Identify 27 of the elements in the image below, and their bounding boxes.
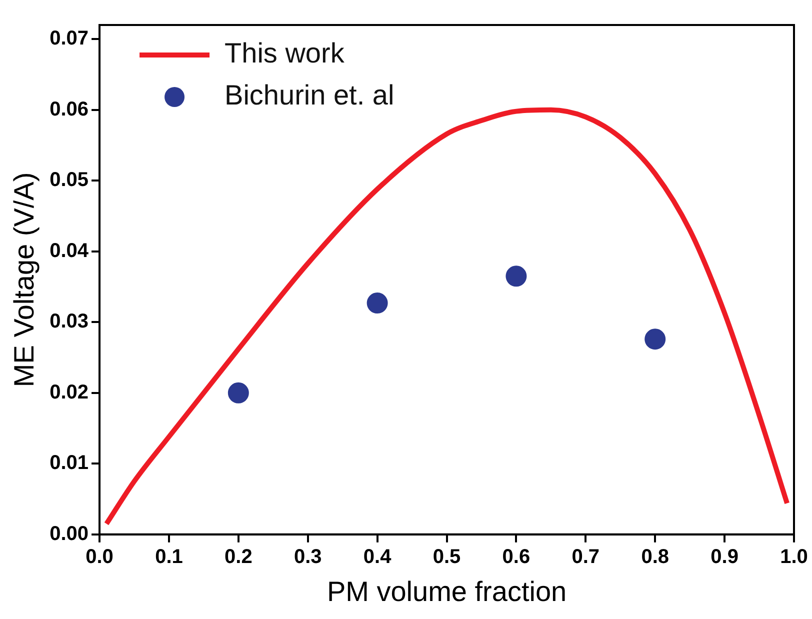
y-tick-label: 0.01 <box>50 452 89 474</box>
legend-label: This work <box>224 38 346 69</box>
x-tick-label: 0.2 <box>224 546 252 568</box>
y-tick-label: 0.06 <box>50 98 89 120</box>
y-tick-label: 0.03 <box>50 310 89 333</box>
x-axis-title: PM volume fraction <box>326 576 567 607</box>
x-tick-label: 0.8 <box>641 546 670 568</box>
y-tick-label: 0.02 <box>50 381 89 404</box>
point <box>366 292 388 314</box>
y-tick-label: 0.00 <box>50 522 89 545</box>
x-tick-label: 0.9 <box>710 546 738 568</box>
legend-label: Bichurin et. al <box>224 80 394 111</box>
y-axis-title: ME Voltage (V/A) <box>8 172 40 388</box>
y-tick-label: 0.05 <box>50 169 89 192</box>
x-tick-label: 1.0 <box>780 546 808 568</box>
x-tick-label: 0.0 <box>86 546 114 568</box>
x-tick-label: 0.5 <box>432 546 461 568</box>
point <box>644 328 666 350</box>
x-tick-label: 0.4 <box>363 546 392 568</box>
x-tick-label: 0.6 <box>502 546 530 568</box>
x-tick-label: 0.1 <box>155 546 183 568</box>
point <box>506 266 527 287</box>
y-tick-label: 0.04 <box>50 240 90 262</box>
x-tick-label: 0.3 <box>294 546 322 568</box>
point <box>228 382 249 404</box>
y-tick-label: 0.07 <box>50 28 89 50</box>
x-tick-label: 0.7 <box>572 546 600 568</box>
